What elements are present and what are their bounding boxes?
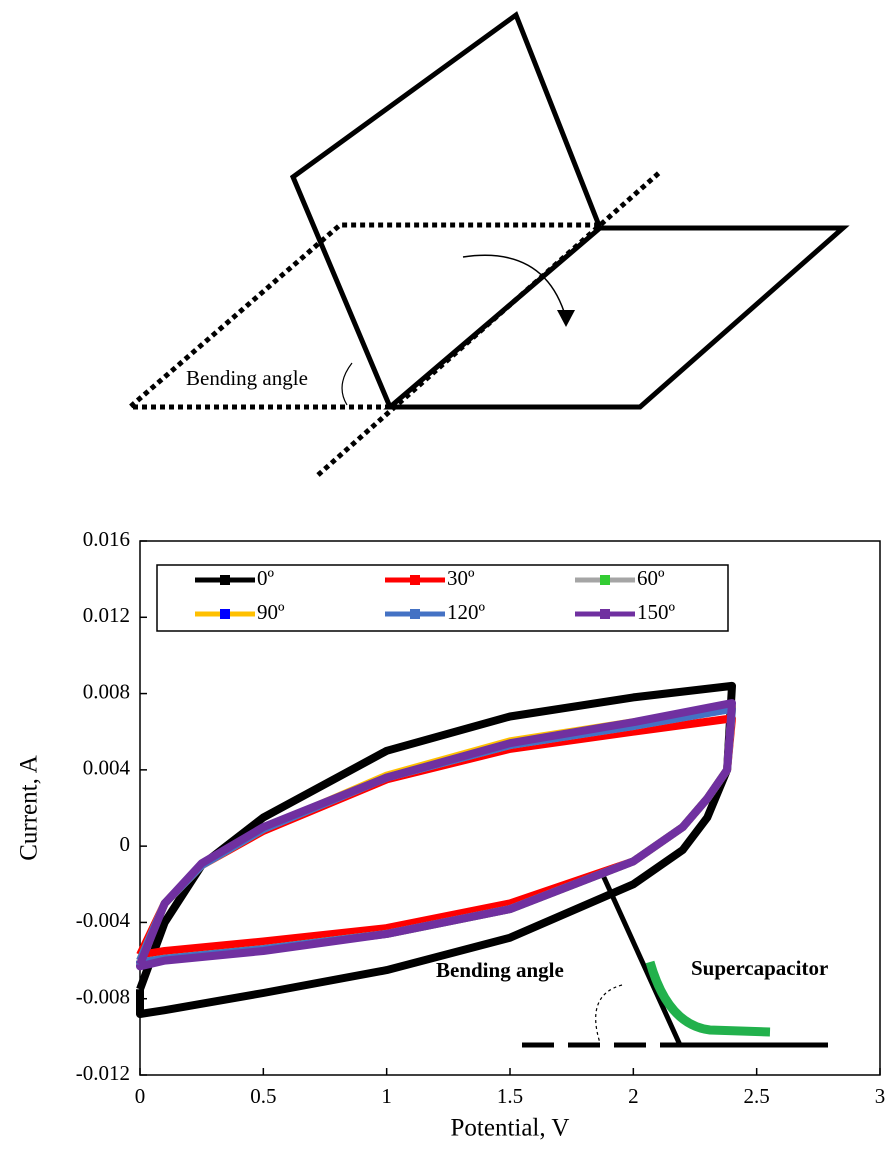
bent-plane — [289, 11, 603, 408]
flat-plane — [383, 225, 850, 410]
series-line — [136, 714, 736, 959]
inset-arc — [595, 984, 623, 1044]
bending-diagram — [123, 11, 850, 477]
legend-label: 0º — [257, 566, 275, 590]
legend-label: 30º — [447, 566, 475, 590]
legend-label: 90º — [257, 600, 285, 624]
x-tick-label: 1 — [381, 1084, 392, 1108]
legend-marker — [220, 609, 230, 619]
inset — [522, 871, 828, 1048]
y-tick-label: 0 — [120, 832, 131, 856]
x-tick-label: 2.5 — [744, 1084, 770, 1108]
y-tick-label: -0.012 — [76, 1061, 130, 1085]
y-axis-title: Current, A — [16, 755, 43, 861]
x-tick-label: 3 — [875, 1084, 886, 1108]
y-tick-label: 0.012 — [83, 603, 130, 627]
angle-arc — [341, 362, 353, 406]
legend-label: 120º — [447, 600, 486, 624]
legend-marker — [410, 609, 420, 619]
series-line — [136, 681, 736, 1018]
bend-arrow — [462, 254, 567, 319]
dotted-plane — [123, 222, 600, 410]
x-tick-label: 1.5 — [497, 1084, 523, 1108]
inset-slant — [599, 871, 683, 1047]
y-tick-label: 0.008 — [83, 679, 130, 703]
diagram-label: Bending angle — [186, 366, 308, 390]
y-tick-label: 0.016 — [83, 527, 130, 551]
annotation: Supercapacitor — [691, 956, 828, 980]
legend-marker — [600, 609, 610, 619]
x-tick-label: 0 — [135, 1084, 146, 1108]
annotation: Bending angle — [436, 958, 564, 982]
legend — [156, 564, 729, 632]
x-tick-label: 0.5 — [250, 1084, 276, 1108]
x-axis-title: Potential, V — [451, 1115, 570, 1142]
y-tick-label: 0.004 — [83, 756, 131, 780]
legend-marker — [410, 575, 420, 585]
legend-label: 60º — [637, 566, 665, 590]
series-line — [136, 699, 736, 971]
dotted-axis — [316, 170, 662, 477]
legend-label: 150º — [637, 600, 676, 624]
legend-marker — [600, 575, 610, 585]
y-tick-label: -0.004 — [76, 908, 131, 932]
y-tick-label: -0.008 — [76, 985, 130, 1009]
legend-marker — [220, 575, 230, 585]
arrow-head — [557, 310, 575, 327]
inset-device — [645, 960, 771, 1037]
x-tick-label: 2 — [628, 1084, 639, 1108]
